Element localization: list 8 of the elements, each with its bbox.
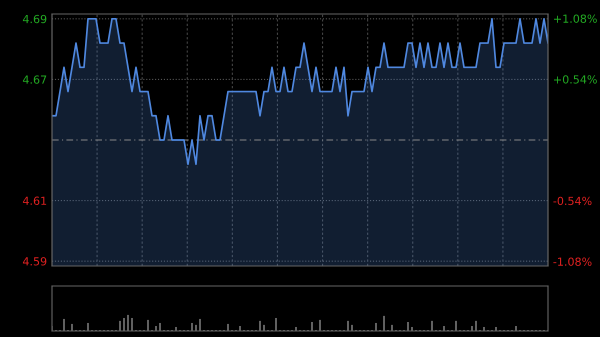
y2-tick-label: +0.54% xyxy=(554,75,597,84)
y-tick-label: 4.69 xyxy=(22,14,46,24)
y-tick-label: 4.67 xyxy=(22,75,46,84)
y2-tick-label: +1.08% xyxy=(554,14,597,23)
y-tick-label: 4.59 xyxy=(22,257,46,266)
y2-tick-label: -0.54% xyxy=(553,196,592,206)
y-tick-label: 4.61 xyxy=(22,196,46,205)
y2-tick-label: -1.08% xyxy=(553,257,592,266)
